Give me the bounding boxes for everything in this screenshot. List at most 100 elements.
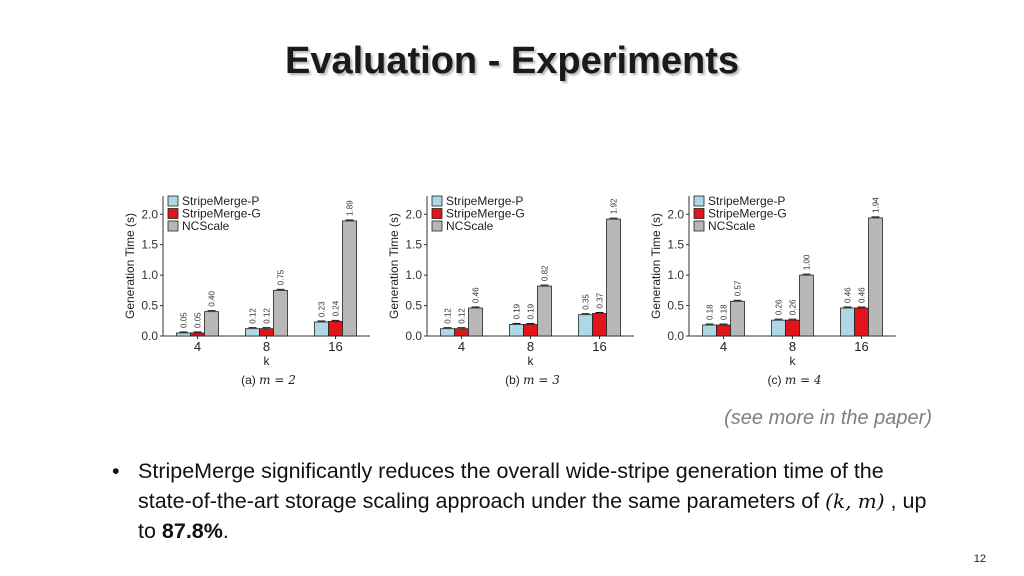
bar <box>799 274 814 337</box>
legend-swatch <box>431 208 443 219</box>
y-tick-label: 1.5 <box>141 238 158 252</box>
data-label: 0.46 <box>844 287 853 303</box>
bullet-text-middle: , up to <box>138 489 927 543</box>
data-label: 0.75 <box>277 269 286 285</box>
chart-caption: (b) m = 3 <box>505 373 560 387</box>
y-tick-label: 0.0 <box>405 329 422 343</box>
y-tick-label: 1.0 <box>667 268 684 282</box>
data-label: 0.57 <box>734 280 743 296</box>
x-axis-title: k <box>790 354 797 368</box>
bar <box>606 218 621 337</box>
caption-prefix: (a) <box>241 373 259 387</box>
data-label: 0.12 <box>263 308 272 324</box>
bar <box>730 300 745 337</box>
legend-label: StripeMerge-P <box>446 194 523 208</box>
legend-label: StripeMerge-P <box>182 194 259 208</box>
legend-swatch <box>167 195 179 207</box>
bullet-highlight: 87.8% <box>161 519 223 543</box>
x-tick-label: 4 <box>720 339 727 354</box>
y-tick-label: 2.0 <box>141 207 158 221</box>
y-tick-label: 2.0 <box>667 207 684 221</box>
bar <box>273 289 288 337</box>
y-tick-label: 0.0 <box>141 329 158 343</box>
legend-label: StripeMerge-G <box>446 207 525 221</box>
bar <box>578 314 593 337</box>
bar <box>868 217 883 337</box>
y-tick-label: 2.0 <box>405 207 422 221</box>
data-label: 0.23 <box>318 301 327 317</box>
legend-label: NCScale <box>182 219 230 233</box>
x-axis-title: k <box>264 354 271 368</box>
x-tick-label: 4 <box>458 339 465 354</box>
data-label: 1.00 <box>803 254 812 270</box>
data-label: 0.05 <box>194 312 203 328</box>
legend-swatch <box>693 195 705 207</box>
bullet-math: (k, m) <box>825 489 885 513</box>
bar <box>328 320 343 337</box>
data-label: 0.19 <box>513 303 522 319</box>
y-axis-title: Generation Time (s) <box>649 213 663 319</box>
data-label: 0.12 <box>249 308 258 324</box>
data-label: 0.18 <box>706 304 715 320</box>
bar <box>854 307 869 337</box>
x-tick-label: 16 <box>854 339 868 354</box>
legend-swatch <box>431 220 443 232</box>
x-tick-label: 8 <box>527 339 534 354</box>
bar <box>468 307 483 337</box>
page-number: 12 <box>973 553 986 565</box>
caption-math: m = 2 <box>259 373 296 387</box>
y-tick-label: 1.5 <box>667 238 684 252</box>
data-label: 0.19 <box>527 303 536 319</box>
bar <box>523 324 538 337</box>
x-axis-title: k <box>528 354 535 368</box>
legend-label: NCScale <box>446 219 494 233</box>
caption-prefix: (c) <box>767 373 784 387</box>
data-label: 0.82 <box>541 265 550 281</box>
x-tick-label: 8 <box>789 339 796 354</box>
bar <box>592 313 607 337</box>
data-label: 0.26 <box>789 299 798 315</box>
legend-swatch <box>693 208 705 219</box>
bar <box>509 324 524 337</box>
x-tick-label: 4 <box>194 339 201 354</box>
y-tick-label: 1.0 <box>141 268 158 282</box>
data-label: 1.89 <box>346 200 355 216</box>
see-more-note: (see more in the paper) <box>724 407 932 429</box>
legend-swatch <box>431 195 443 207</box>
bar <box>702 324 717 337</box>
data-label: 0.37 <box>596 292 605 308</box>
bar <box>204 311 219 337</box>
data-label: 1.92 <box>610 198 619 214</box>
y-axis-title: Generation Time (s) <box>123 213 137 319</box>
bullet-symbol: • <box>112 459 120 483</box>
legend-label: StripeMerge-G <box>708 207 787 221</box>
x-tick-label: 8 <box>263 339 270 354</box>
data-label: 0.24 <box>332 300 341 316</box>
y-tick-label: 0.5 <box>667 299 684 313</box>
legend-label: StripeMerge-P <box>708 194 785 208</box>
chart-caption: (c) m = 4 <box>767 373 821 387</box>
data-label: 0.26 <box>775 299 784 315</box>
data-label: 0.12 <box>458 308 467 324</box>
bar <box>771 319 786 337</box>
data-label: 0.35 <box>582 294 591 310</box>
x-tick-label: 16 <box>328 339 342 354</box>
caption-math: m = 3 <box>523 373 560 387</box>
bar <box>245 328 260 337</box>
y-tick-label: 0.0 <box>667 329 684 343</box>
data-label: 0.40 <box>208 291 217 307</box>
legend-label: StripeMerge-G <box>182 207 261 221</box>
slide-title: Evaluation - Experiments <box>284 40 739 82</box>
data-label: 0.05 <box>180 312 189 328</box>
legend-swatch <box>167 208 179 219</box>
bullet-text-before: StripeMerge significantly reduces the ov… <box>138 459 884 513</box>
bullet-text-after: . <box>222 519 229 543</box>
bar <box>342 220 357 337</box>
y-tick-label: 1.5 <box>405 238 422 252</box>
caption-math: m = 4 <box>785 373 822 387</box>
y-tick-label: 0.5 <box>405 299 422 313</box>
bar <box>454 328 469 337</box>
chart-b: 0.0 0.5 1.0 1.5 2.0 Generation Time (s) 0.12 0.… <box>387 194 634 387</box>
x-tick-label: 16 <box>592 339 606 354</box>
y-tick-label: 1.0 <box>405 268 422 282</box>
